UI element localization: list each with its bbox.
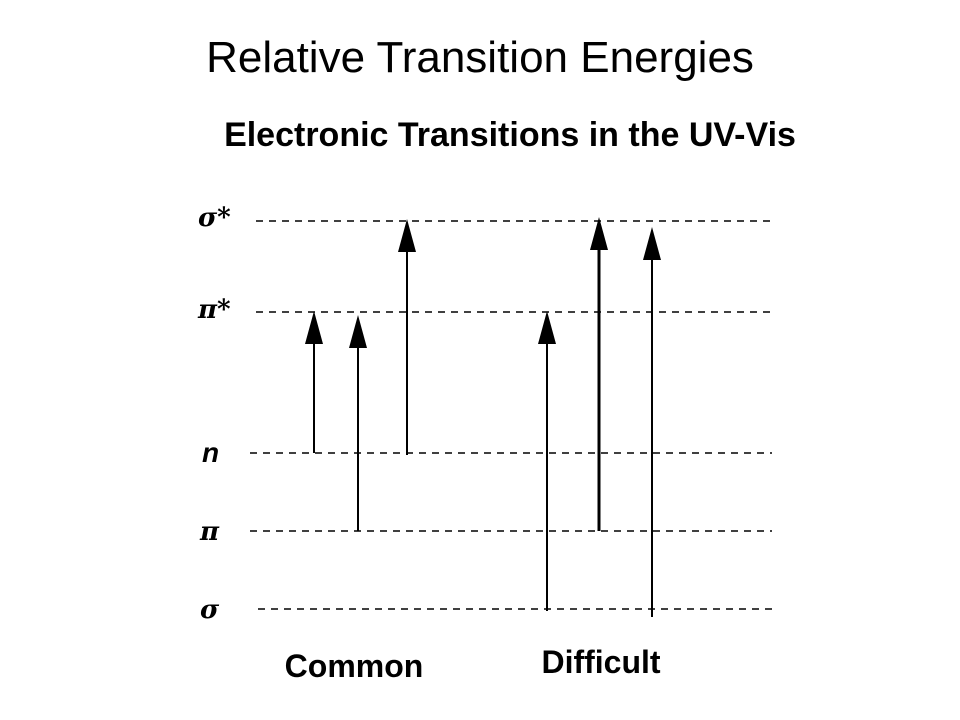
- level-label-n: n: [202, 437, 219, 468]
- slide-title: Relative Transition Energies: [206, 33, 754, 82]
- group-label-common: Common: [285, 648, 424, 684]
- transition-arrow-n-to-sigma-star: [398, 219, 416, 455]
- level-label-sigma-star: σ*: [198, 203, 231, 233]
- transition-arrow-pi-to-pi-star: [349, 315, 367, 531]
- level-label-pi: π: [199, 517, 220, 547]
- transition-arrow-sigma-to-pi-star: [538, 311, 556, 611]
- diagram-subtitle: Electronic Transitions in the UV-Vis: [224, 116, 796, 154]
- transition-arrow-n-to-pi-star: [305, 311, 323, 453]
- transition-arrow-pi-to-sigma-star: [590, 217, 608, 531]
- group-label-difficult: Difficult: [541, 644, 660, 680]
- level-label-sigma: σ: [200, 595, 220, 625]
- level-label-pi-star: π*: [197, 295, 231, 325]
- transition-arrow-sigma-to-sigma-star: [643, 227, 661, 617]
